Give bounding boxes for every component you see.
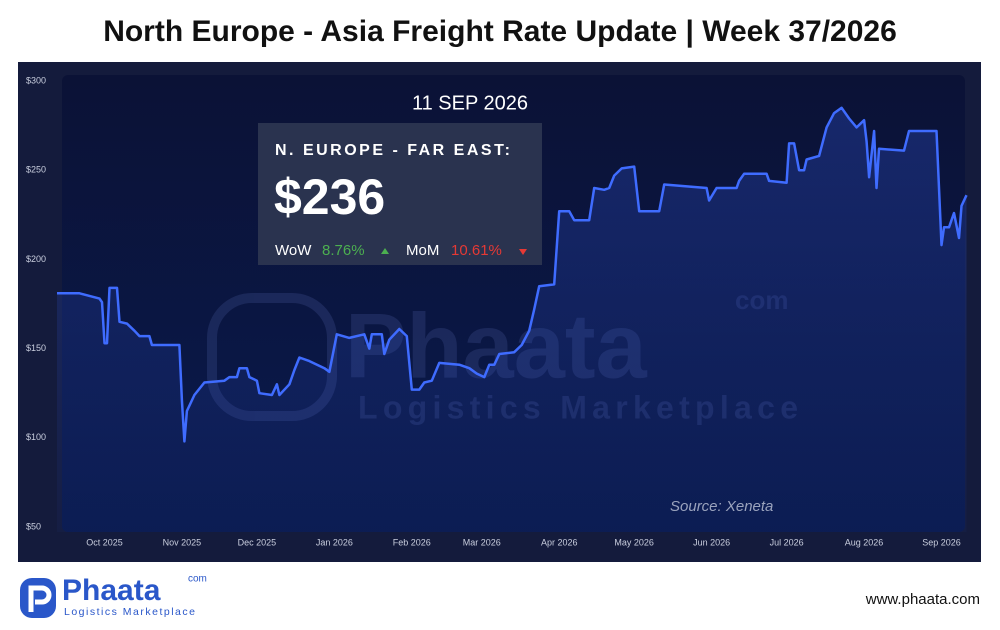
logo-glyph [28, 585, 52, 612]
down-arrow [519, 249, 527, 255]
callout-date: 11 SEP 2026 [412, 92, 528, 114]
callout-route: N. EUROPE - FAR EAST: [275, 142, 512, 159]
y-tick-label: $150 [26, 343, 46, 353]
logo-tagline: Logistics Marketplace [64, 606, 196, 618]
wow-label: WoW [275, 242, 312, 259]
y-tick-label: $250 [26, 165, 46, 175]
logo-suffix: com [188, 574, 207, 585]
source: Source: Xeneta [670, 498, 773, 515]
x-tick-label: Mar 2026 [463, 537, 501, 547]
logo-text: Phaata [62, 574, 161, 607]
website: www.phaata.com [865, 591, 980, 608]
x-tick-label: Jun 2026 [693, 537, 730, 547]
x-tick-label: Feb 2026 [393, 537, 431, 547]
x-tick-label: Sep 2026 [922, 537, 961, 547]
x-tick-label: Jan 2026 [316, 537, 353, 547]
area [57, 107, 967, 533]
plot: $50 $100 $150 $200 $250 $300 Oct 2025 Nov 2025 D… [26, 75, 968, 547]
y-tick-label: $50 [26, 521, 41, 531]
y-tick-label: $100 [26, 432, 46, 442]
chart-title: North Europe - Asia Freight Rate Update … [103, 15, 897, 48]
x-tick-label: May 2026 [614, 537, 654, 547]
x-tick-label: Jul 2026 [770, 537, 804, 547]
line [57, 106, 968, 443]
callout-price: $236 [274, 169, 385, 225]
mom-label: MoM [406, 242, 439, 259]
x-tick-label: Nov 2025 [163, 537, 202, 547]
x-tick-label: Dec 2025 [238, 537, 277, 547]
y-tick-label: $300 [26, 75, 46, 85]
mom-value: 10.61% [451, 242, 502, 259]
x-tick-label: Aug 2026 [845, 537, 884, 547]
callout-box [258, 123, 542, 265]
x-tick-label: Oct 2025 [86, 537, 123, 547]
up-arrow [381, 248, 389, 254]
footer-logo: Phaata com Logistics Marketplace [20, 574, 207, 618]
y-tick-label: $200 [26, 254, 46, 264]
x-tick-label: Apr 2026 [541, 537, 578, 547]
wow-value: 8.76% [322, 242, 365, 259]
